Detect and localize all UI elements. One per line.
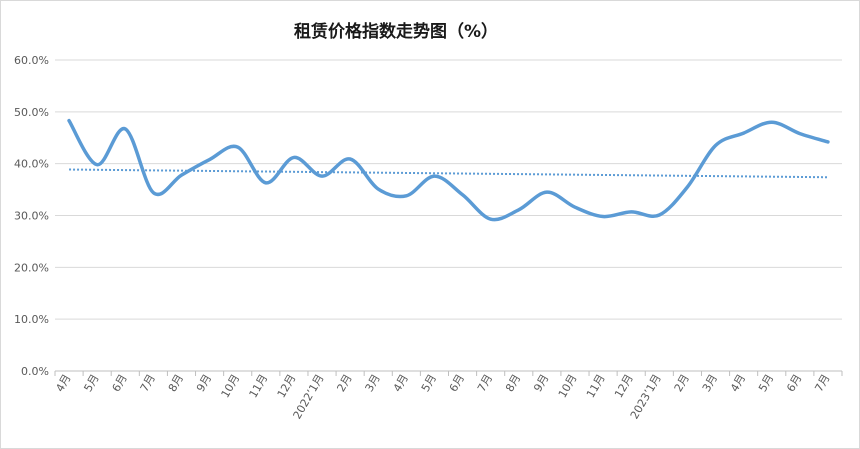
chart-title: 租赁价格指数走势图（%） (293, 22, 499, 42)
x-tick-label: 4月 (728, 372, 748, 394)
x-tick-label: 5月 (82, 372, 102, 394)
x-tick-label: 12月 (275, 372, 299, 400)
x-tick-label: 6月 (447, 372, 467, 394)
y-tick-label: 20.0% (14, 261, 49, 274)
x-tick-label: 10月 (556, 372, 580, 400)
y-tick-label: 30.0% (14, 210, 49, 223)
x-tick-label: 4月 (53, 372, 73, 394)
x-tick-label: 9月 (531, 372, 551, 394)
x-tick-label: 11月 (247, 372, 271, 400)
x-tick-label: 12月 (612, 372, 636, 400)
trendline (69, 168, 828, 179)
y-tick-label: 60.0% (14, 54, 49, 67)
x-tick-label: 8月 (503, 372, 523, 394)
x-tick-label: 3月 (700, 372, 720, 394)
x-tick-label: 7月 (475, 372, 495, 394)
y-tick-label: 40.0% (14, 158, 49, 171)
x-tick-label: 3月 (363, 372, 383, 394)
x-tick-label: 2月 (672, 372, 692, 394)
gridlines (55, 59, 842, 372)
x-tick-label: 2月 (334, 372, 354, 394)
x-tick-label: 9月 (194, 372, 214, 394)
series-layer (67, 118, 830, 222)
x-tick-label: 8月 (166, 372, 186, 394)
x-tick-label: 10月 (219, 372, 243, 400)
y-tick-label: 10.0% (14, 313, 49, 326)
x-tick-label: 6月 (784, 372, 804, 394)
x-tick-label: 5月 (419, 372, 439, 394)
x-tick-label: 4月 (391, 372, 411, 394)
x-tick-label: 6月 (110, 372, 130, 394)
y-tick-label: 0.0% (21, 365, 49, 378)
y-axis: 0.0% 10.0% 20.0% 30.0% 40.0% 50.0% 60.0% (14, 54, 49, 378)
x-tick-label: 11月 (584, 372, 608, 400)
x-tick-label: 7月 (138, 372, 158, 394)
x-tick-label: 7月 (812, 372, 832, 394)
x-tick-label: 5月 (756, 372, 776, 394)
series-line (67, 118, 830, 222)
y-tick-label: 50.0% (14, 106, 49, 119)
